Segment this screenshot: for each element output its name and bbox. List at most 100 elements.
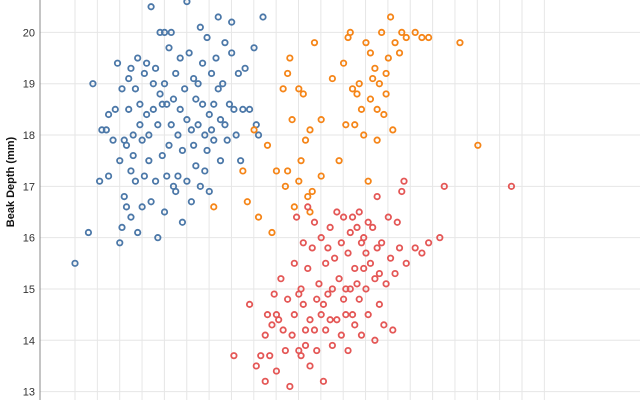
data-point-series-3 <box>261 331 269 339</box>
data-point-series-1 <box>104 172 113 180</box>
data-point-series-1 <box>187 126 195 134</box>
data-point-series-2 <box>456 39 464 47</box>
data-point-series-1 <box>192 95 200 103</box>
data-point-series-1 <box>201 131 209 139</box>
data-point-series-1 <box>245 105 254 113</box>
data-point-series-2 <box>366 95 375 103</box>
data-point-series-3 <box>279 326 287 334</box>
data-point-series-1 <box>225 100 234 108</box>
data-point-series-1 <box>140 69 148 78</box>
data-point-series-1 <box>174 172 182 180</box>
data-point-series-1 <box>111 105 119 113</box>
data-point-series-3 <box>324 244 332 252</box>
data-point-series-1 <box>160 28 169 37</box>
data-point-series-1 <box>140 172 148 180</box>
data-point-series-1 <box>183 116 191 124</box>
data-point-series-1 <box>214 85 222 93</box>
data-point-series-2 <box>297 157 305 165</box>
data-point-series-1 <box>190 74 198 83</box>
data-point-series-1 <box>167 28 175 37</box>
data-point-series-3 <box>355 208 363 216</box>
data-point-series-3 <box>322 259 330 267</box>
data-point-series-2 <box>328 74 336 83</box>
data-point-series-2 <box>250 126 258 134</box>
data-point-series-1 <box>196 182 204 190</box>
data-point-series-2 <box>301 136 310 144</box>
data-point-series-3 <box>366 259 375 267</box>
data-point-series-3 <box>382 280 390 288</box>
data-point-series-1 <box>138 203 146 211</box>
data-point-series-1 <box>143 59 151 67</box>
data-point-series-3 <box>301 326 310 334</box>
grid-lines <box>40 0 640 400</box>
data-point-series-2 <box>395 49 404 57</box>
data-point-series-2 <box>371 64 379 72</box>
data-point-series-2 <box>335 157 343 165</box>
data-point-series-3 <box>362 249 370 257</box>
data-point-series-1 <box>250 44 258 52</box>
data-point-series-1 <box>163 172 171 180</box>
data-point-series-1 <box>147 3 155 11</box>
data-point-series-3 <box>339 295 348 303</box>
data-point-series-2 <box>268 228 276 237</box>
data-point-series-1 <box>165 141 173 149</box>
data-point-series-1 <box>163 100 171 108</box>
data-point-series-3 <box>353 280 361 288</box>
data-point-series-3 <box>380 321 388 329</box>
data-point-series-1 <box>167 121 175 129</box>
y-tick-label: 20 <box>23 27 35 39</box>
data-point-series-1 <box>71 259 79 267</box>
y-tick-label: 13 <box>23 387 35 399</box>
data-point-series-2 <box>243 198 251 206</box>
data-point-series-3 <box>331 254 339 262</box>
data-point-series-2 <box>357 105 366 113</box>
data-point-series-1 <box>172 187 180 196</box>
data-point-series-1 <box>205 187 213 196</box>
data-point-series-1 <box>198 59 207 67</box>
data-point-series-1 <box>118 85 126 93</box>
data-point-series-1 <box>232 131 240 139</box>
data-point-series-3 <box>348 213 357 221</box>
data-point-series-3 <box>384 213 392 221</box>
data-point-series-2 <box>290 203 298 211</box>
data-point-series-1 <box>185 49 193 57</box>
data-point-series-2 <box>353 90 361 98</box>
data-point-series-1 <box>192 162 200 170</box>
data-point-series-1 <box>136 100 144 108</box>
data-point-series-1 <box>259 13 267 21</box>
data-point-series-1 <box>134 54 142 62</box>
data-point-series-3 <box>315 280 323 288</box>
data-point-series-2 <box>284 167 292 175</box>
data-point-series-2 <box>308 187 316 196</box>
data-point-series-2 <box>375 80 383 88</box>
data-point-series-3 <box>297 285 305 293</box>
data-point-series-2 <box>474 141 482 149</box>
data-point-series-1 <box>145 131 153 139</box>
data-point-series-2 <box>362 39 370 47</box>
data-point-series-1 <box>125 105 133 113</box>
data-point-series-3 <box>344 346 352 355</box>
data-point-series-3 <box>245 300 254 308</box>
data-point-series-2 <box>288 116 296 124</box>
data-point-series-3 <box>378 239 386 247</box>
data-point-series-1 <box>158 100 166 108</box>
data-point-series-1 <box>156 90 164 98</box>
data-point-series-3 <box>299 239 307 247</box>
data-point-series-3 <box>313 346 321 355</box>
data-point-series-3 <box>297 352 305 360</box>
data-point-series-2 <box>418 33 426 42</box>
data-point-series-2 <box>299 90 307 98</box>
data-point-series-3 <box>353 223 361 231</box>
data-point-series-3 <box>304 264 312 273</box>
data-point-series-3 <box>337 239 345 247</box>
data-point-series-3 <box>348 311 357 319</box>
data-point-series-1 <box>98 126 106 134</box>
data-point-series-1 <box>214 13 222 21</box>
data-point-series-2 <box>369 74 377 83</box>
data-point-series-1 <box>181 85 189 93</box>
data-point-series-3 <box>310 218 319 226</box>
data-point-series-2 <box>286 54 294 62</box>
data-point-series-3 <box>319 300 328 308</box>
data-point-series-1 <box>125 74 133 83</box>
data-point-series-1 <box>158 151 166 160</box>
